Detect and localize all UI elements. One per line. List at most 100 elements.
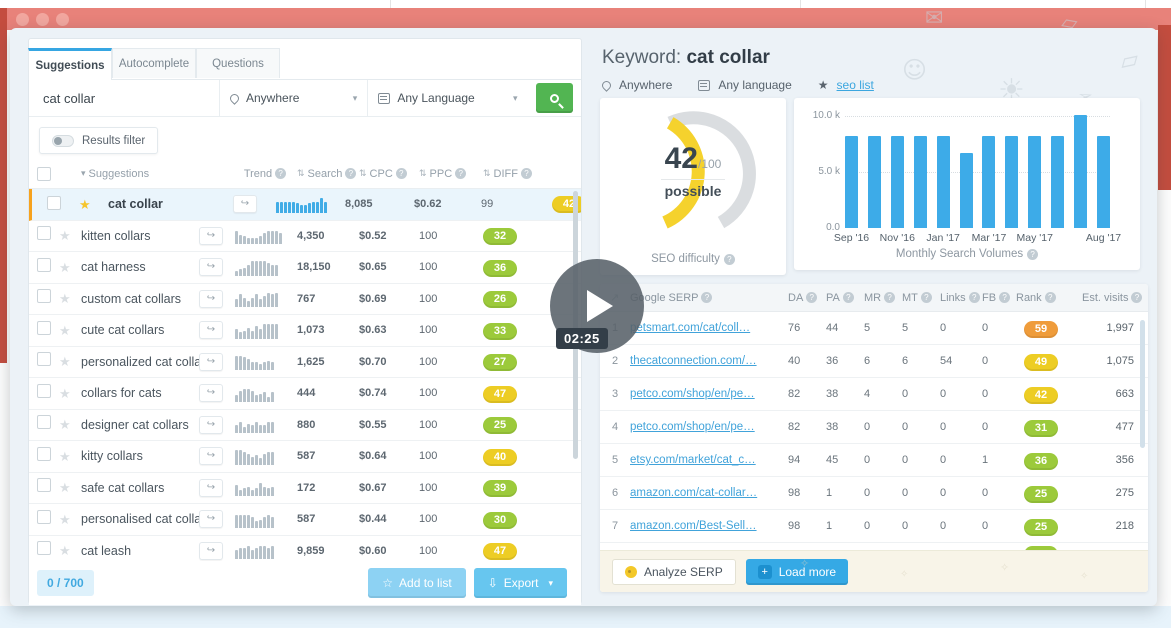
serp-row[interactable]: 2 thecatconnection.com/… 40 36 6 6 54 0 49 1,075 bbox=[600, 345, 1148, 378]
table-row[interactable]: cat harness 18,150 $0.65 100 36 bbox=[29, 252, 581, 284]
serp-url-link[interactable]: petsmart.com/cat/coll… bbox=[630, 322, 751, 334]
header-ppc[interactable]: PPC bbox=[419, 168, 475, 180]
search-keyword-button[interactable] bbox=[199, 447, 223, 466]
serp-scrollbar[interactable] bbox=[1140, 320, 1145, 448]
header-search[interactable]: Search bbox=[297, 168, 359, 180]
export-button[interactable]: Export bbox=[473, 568, 567, 598]
tab-suggestions[interactable]: Suggestions bbox=[28, 48, 112, 80]
row-checkbox[interactable] bbox=[37, 352, 51, 367]
serp-url-link[interactable]: petco.com/shop/en/pe… bbox=[630, 421, 755, 433]
search-keyword-button[interactable] bbox=[199, 510, 223, 529]
star-icon[interactable] bbox=[59, 261, 81, 274]
search-keyword-button[interactable] bbox=[199, 352, 223, 371]
difficulty-badge[interactable]: 36 bbox=[483, 259, 517, 277]
star-icon[interactable] bbox=[59, 481, 81, 494]
serp-url-link[interactable]: amazon.com/Best-Sell… bbox=[630, 520, 757, 532]
difficulty-badge[interactable]: 26 bbox=[483, 291, 517, 309]
row-checkbox[interactable] bbox=[47, 195, 61, 210]
row-checkbox[interactable] bbox=[37, 415, 51, 430]
help-icon[interactable] bbox=[275, 168, 287, 179]
star-icon[interactable] bbox=[59, 418, 81, 431]
row-checkbox[interactable] bbox=[37, 509, 51, 524]
difficulty-badge[interactable]: 27 bbox=[483, 354, 517, 372]
search-keyword-button[interactable] bbox=[199, 321, 223, 340]
table-row[interactable]: cat leash 9,859 $0.60 100 47 bbox=[29, 536, 581, 562]
star-icon[interactable] bbox=[59, 387, 81, 400]
load-more-button[interactable]: Load more bbox=[745, 558, 849, 585]
results-filter-toggle[interactable]: Results filter bbox=[39, 127, 159, 154]
select-all-checkbox[interactable] bbox=[37, 166, 51, 181]
keyword-search-input[interactable] bbox=[29, 80, 219, 116]
location-select[interactable]: Anywhere bbox=[219, 80, 367, 116]
help-icon[interactable] bbox=[521, 168, 532, 179]
difficulty-badge[interactable]: 47 bbox=[483, 385, 517, 403]
difficulty-badge[interactable]: 40 bbox=[483, 448, 517, 466]
help-icon[interactable] bbox=[701, 292, 713, 303]
help-icon[interactable] bbox=[999, 292, 1011, 303]
table-row[interactable]: safe cat collars 172 $0.67 100 39 bbox=[29, 473, 581, 504]
serp-url-link[interactable]: etsy.com/market/cat_c… bbox=[630, 454, 756, 466]
table-row[interactable]: custom cat collars 767 $0.69 100 26 bbox=[29, 284, 581, 315]
star-icon[interactable] bbox=[59, 513, 81, 526]
serp-url-link[interactable]: thecatconnection.com/… bbox=[630, 355, 757, 367]
difficulty-badge[interactable]: 39 bbox=[483, 480, 517, 498]
difficulty-badge[interactable]: 30 bbox=[483, 511, 517, 529]
star-icon[interactable] bbox=[59, 229, 81, 242]
tab-autocomplete[interactable]: Autocomplete bbox=[112, 48, 196, 78]
serp-row[interactable]: 7 amazon.com/Best-Sell… 98 1 0 0 0 0 25 218 bbox=[600, 510, 1148, 543]
row-checkbox[interactable] bbox=[37, 541, 51, 556]
star-icon[interactable] bbox=[59, 355, 81, 368]
row-checkbox[interactable] bbox=[37, 257, 51, 272]
search-keyword-button[interactable] bbox=[233, 195, 257, 214]
search-keyword-button[interactable] bbox=[199, 415, 223, 434]
difficulty-badge[interactable]: 47 bbox=[483, 543, 517, 561]
star-icon[interactable] bbox=[79, 198, 101, 211]
search-keyword-button[interactable] bbox=[199, 384, 223, 403]
search-keyword-button[interactable] bbox=[199, 541, 223, 560]
star-icon[interactable] bbox=[59, 292, 81, 305]
serp-url-link[interactable]: petco.com/shop/en/pe… bbox=[630, 388, 755, 400]
help-icon[interactable] bbox=[345, 168, 357, 179]
toggle-off-icon[interactable] bbox=[52, 134, 74, 147]
search-keyword-button[interactable] bbox=[199, 258, 223, 277]
help-icon[interactable] bbox=[968, 292, 980, 303]
search-keyword-button[interactable] bbox=[199, 289, 223, 308]
language-select[interactable]: Any Language bbox=[367, 80, 527, 116]
difficulty-badge[interactable]: 25 bbox=[483, 417, 517, 435]
header-suggestions[interactable]: Suggestions bbox=[81, 168, 199, 180]
row-checkbox[interactable] bbox=[37, 478, 51, 493]
help-icon[interactable] bbox=[920, 292, 932, 303]
analyze-serp-button[interactable]: Analyze SERP bbox=[612, 558, 736, 585]
table-row[interactable]: personalised cat collars 587 $0.44 100 30 bbox=[29, 504, 581, 536]
table-row[interactable]: kitten collars 4,350 $0.52 100 32 bbox=[29, 221, 581, 252]
serp-row[interactable]: 6 amazon.com/cat-collar… 98 1 0 0 0 0 25 275 bbox=[600, 477, 1148, 510]
table-row[interactable]: personalized cat collars 1,625 $0.70 100 27 bbox=[29, 347, 581, 378]
difficulty-badge[interactable]: 32 bbox=[483, 228, 517, 246]
tab-questions[interactable]: Questions bbox=[196, 48, 280, 78]
search-button[interactable] bbox=[535, 83, 573, 113]
table-row[interactable]: designer cat collars 880 $0.55 100 25 bbox=[29, 410, 581, 441]
serp-row[interactable]: 4 petco.com/shop/en/pe… 82 38 0 0 0 0 31 477 bbox=[600, 411, 1148, 444]
star-icon[interactable] bbox=[59, 450, 81, 463]
help-icon[interactable] bbox=[1027, 248, 1039, 260]
header-cpc[interactable]: CPC bbox=[359, 168, 419, 180]
help-icon[interactable] bbox=[455, 168, 467, 179]
help-icon[interactable] bbox=[842, 292, 854, 303]
table-row[interactable]: cute cat collars 1,073 $0.63 100 33 bbox=[29, 315, 581, 347]
help-icon[interactable] bbox=[884, 292, 896, 303]
star-icon[interactable] bbox=[59, 324, 81, 337]
star-icon[interactable] bbox=[59, 544, 81, 557]
help-icon[interactable] bbox=[806, 292, 818, 303]
row-checkbox[interactable] bbox=[37, 226, 51, 241]
difficulty-badge[interactable]: 33 bbox=[483, 322, 517, 340]
help-icon[interactable] bbox=[1131, 292, 1143, 303]
table-row[interactable]: collars for cats 444 $0.74 100 47 bbox=[29, 378, 581, 410]
help-icon[interactable] bbox=[723, 253, 735, 265]
help-icon[interactable] bbox=[1044, 292, 1056, 303]
row-checkbox[interactable] bbox=[37, 383, 51, 398]
help-icon[interactable] bbox=[395, 168, 407, 179]
serp-url-link[interactable]: amazon.com/cat-collar… bbox=[630, 487, 758, 499]
search-keyword-button[interactable] bbox=[199, 478, 223, 497]
